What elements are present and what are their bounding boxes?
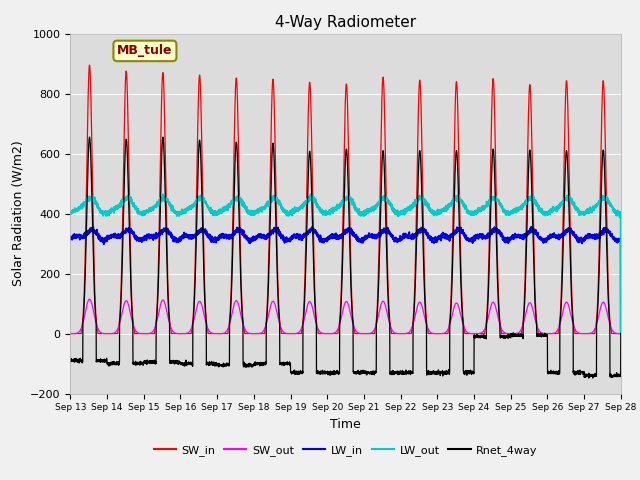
Title: 4-Way Radiometer: 4-Way Radiometer bbox=[275, 15, 416, 30]
X-axis label: Time: Time bbox=[330, 418, 361, 431]
Y-axis label: Solar Radiation (W/m2): Solar Radiation (W/m2) bbox=[12, 141, 24, 287]
Text: MB_tule: MB_tule bbox=[117, 44, 173, 58]
Legend: SW_in, SW_out, LW_in, LW_out, Rnet_4way: SW_in, SW_out, LW_in, LW_out, Rnet_4way bbox=[149, 440, 542, 460]
